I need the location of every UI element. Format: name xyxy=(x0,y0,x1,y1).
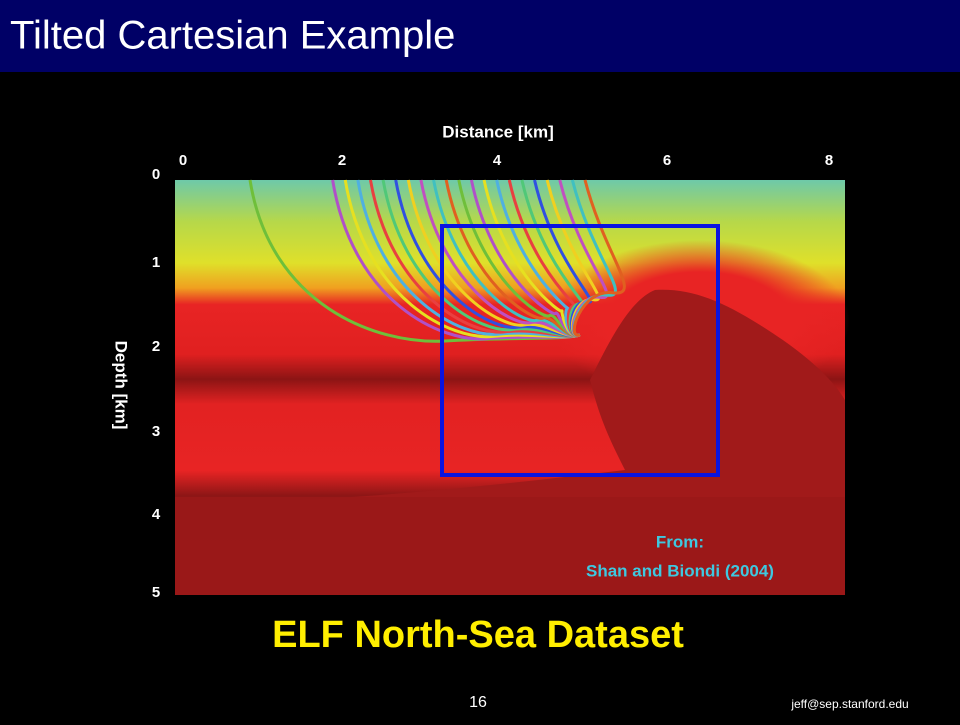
y-tick-label: 2 xyxy=(152,338,160,355)
x-tick-label: 6 xyxy=(663,152,671,169)
highlight-box xyxy=(440,224,720,477)
ticks: 0 2 4 6 8 0 1 2 3 4 5 xyxy=(152,152,833,601)
y-tick-label: 0 xyxy=(152,166,160,183)
email: jeff@sep.stanford.edu xyxy=(790,697,908,711)
credit-line: Shan and Biondi (2004) xyxy=(586,561,774,580)
ray xyxy=(432,179,581,338)
page-number: 16 xyxy=(469,694,487,711)
slide-title: Tilted Cartesian Example xyxy=(10,14,455,58)
x-tick-label: 4 xyxy=(493,152,502,169)
y-tick-label: 5 xyxy=(152,584,160,601)
y-tick-label: 1 xyxy=(152,254,160,271)
basement xyxy=(175,497,845,595)
y-tick-label: 3 xyxy=(152,423,160,440)
x-tick-label: 0 xyxy=(179,152,187,169)
credit-line: From: xyxy=(656,532,704,551)
x-tick-label: 2 xyxy=(338,152,346,169)
ray-fan xyxy=(248,179,626,343)
ray xyxy=(572,179,626,337)
caption: ELF North-Sea Dataset xyxy=(272,614,684,656)
velocity-image xyxy=(175,179,850,595)
x-tick-label: 8 xyxy=(825,152,833,169)
x-axis-label: Distance [km] xyxy=(442,122,553,141)
y-axis-label: Depth [km] xyxy=(112,341,131,430)
title-bar xyxy=(0,0,960,72)
y-tick-label: 4 xyxy=(152,506,161,523)
